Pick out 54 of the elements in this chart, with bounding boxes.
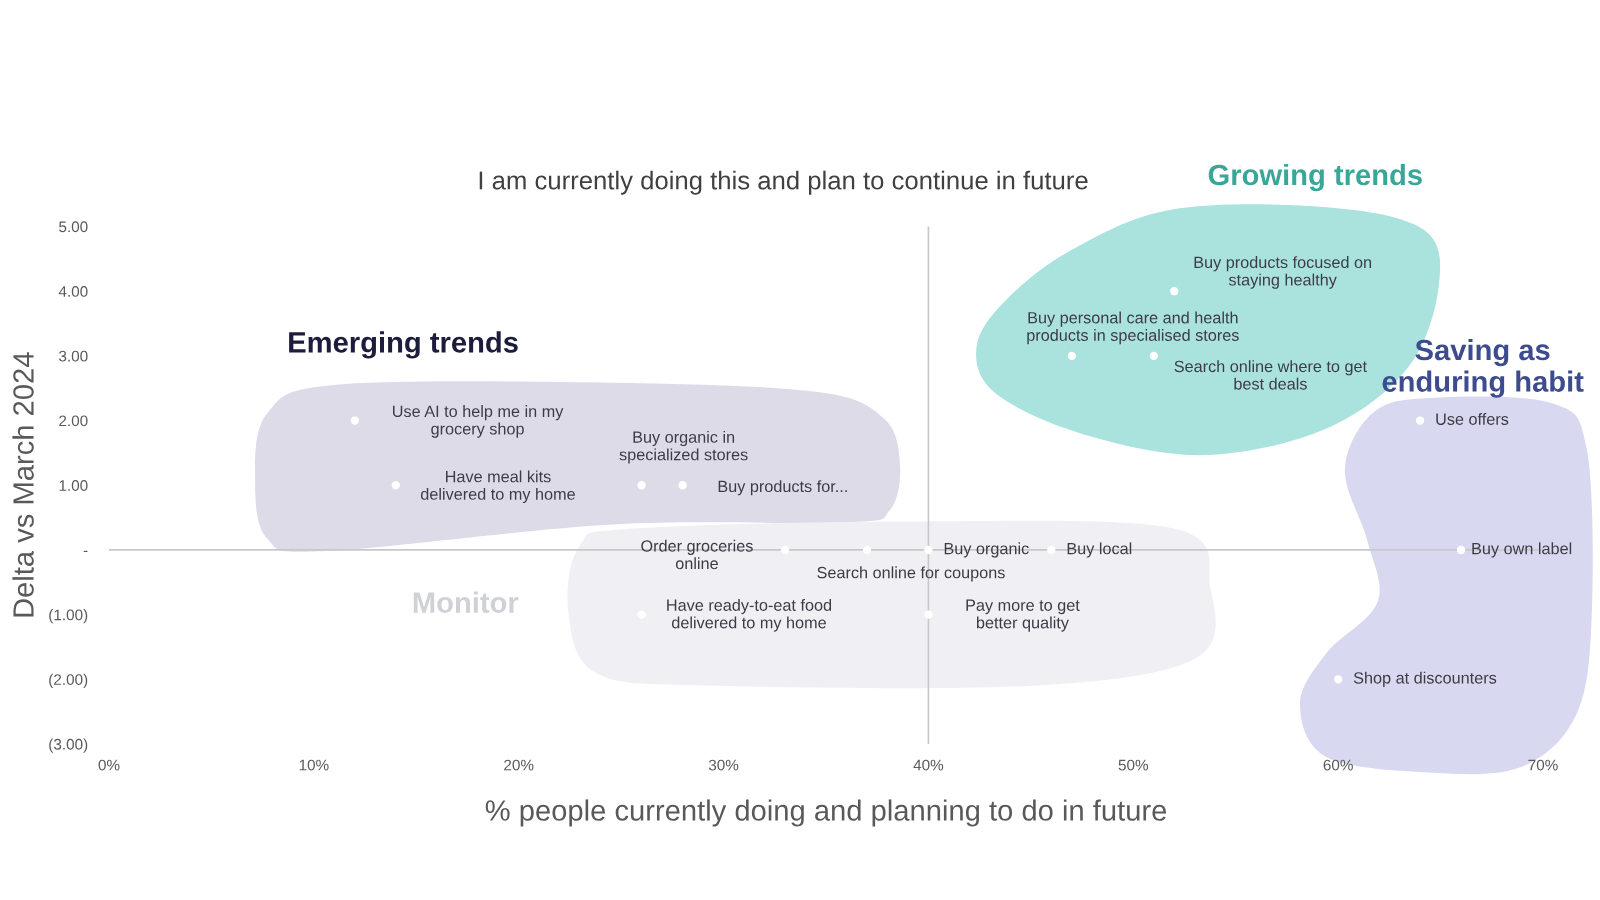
annotation: Have ready-to-eat food delivered to my home bbox=[667, 598, 832, 632]
annotation: Shop at discounters bbox=[1353, 671, 1497, 687]
point bbox=[780, 545, 790, 555]
point bbox=[1047, 545, 1056, 555]
x-tick-label: 30% bbox=[708, 759, 739, 771]
annotation: Buy local bbox=[1067, 542, 1132, 558]
annotation: Saving as enduring habit bbox=[1382, 338, 1584, 398]
annotation: Search online for coupons bbox=[817, 566, 1005, 582]
point bbox=[1149, 351, 1158, 361]
point bbox=[924, 545, 933, 555]
y-tick-label: (3.00) bbox=[49, 738, 88, 753]
annotation: Order groceries online bbox=[641, 539, 753, 570]
annotation: Buy organic bbox=[944, 542, 1029, 558]
y-tick-label: 1.00 bbox=[59, 480, 88, 491]
y-axis-title: Delta vs March 2024 bbox=[12, 352, 34, 617]
annotation: Use offers bbox=[1436, 413, 1509, 425]
point bbox=[637, 481, 646, 490]
point bbox=[678, 481, 687, 490]
chart-title: I am currently doing this and plan to continue in future bbox=[479, 170, 1088, 195]
text: Growing trends bbox=[1208, 163, 1422, 192]
annotation: Pay more to get better quality bbox=[966, 599, 1080, 632]
point bbox=[862, 545, 872, 555]
y-tick-label: (1.00) bbox=[49, 609, 88, 624]
point bbox=[1067, 351, 1076, 361]
y-tick-label: 4.00 bbox=[58, 286, 88, 297]
annotation: Buy products focused on staying healthy bbox=[1194, 256, 1372, 289]
y-tick-label: 3.00 bbox=[59, 350, 88, 362]
x-tick-label: 70% bbox=[1528, 759, 1558, 771]
annotation: Use AI to help me in my grocery shop bbox=[393, 405, 564, 438]
y-tick-label: 2.00 bbox=[59, 415, 88, 427]
annotation: Buy personal care and health products in specialised stores bbox=[1027, 311, 1239, 345]
x-tick-label: 0% bbox=[98, 759, 120, 771]
annotation: Search online where to get best deals bbox=[1174, 360, 1367, 390]
point bbox=[924, 610, 933, 619]
point bbox=[391, 481, 400, 490]
y-tick-label: 5.00 bbox=[59, 221, 88, 233]
annotation: Emerging trends bbox=[289, 331, 518, 359]
annotation: Buy organic in specialized stores bbox=[619, 430, 748, 464]
x-tick-label: 60% bbox=[1323, 759, 1353, 771]
x-tick-label: 10% bbox=[299, 759, 329, 771]
annotation: Buy own label bbox=[1472, 542, 1572, 558]
x-axis-title: % people currently doing and planning to do in future bbox=[485, 799, 1167, 827]
annotation: Buy products for... bbox=[718, 480, 847, 496]
point bbox=[1170, 287, 1179, 296]
y-tick-label: - bbox=[83, 550, 88, 553]
point bbox=[1333, 675, 1343, 684]
x-tick-label: 20% bbox=[504, 759, 534, 771]
point bbox=[1456, 545, 1466, 555]
annotation: Have meal kits delivered to my home bbox=[420, 470, 575, 504]
x-tick-label: 40% bbox=[913, 759, 944, 771]
x-tick-label: 50% bbox=[1118, 759, 1149, 771]
y-tick-label: (2.00) bbox=[49, 673, 88, 689]
point bbox=[1415, 416, 1425, 425]
point bbox=[350, 416, 359, 425]
